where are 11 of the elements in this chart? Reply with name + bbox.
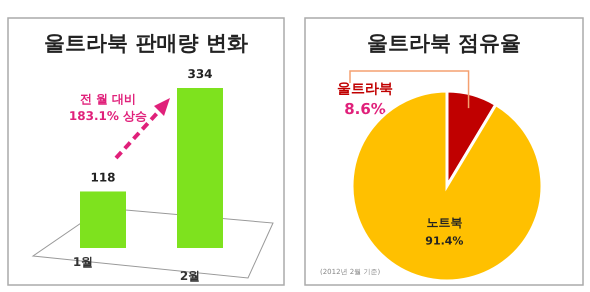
x-tick-label: 2월 bbox=[180, 269, 200, 283]
annotation: 전 월 대비 183.1% 상승 bbox=[68, 92, 148, 123]
chart-title: 울트라북 판매량 변화 bbox=[44, 31, 248, 55]
data-label: 8.6% bbox=[344, 100, 386, 118]
data-label: 118 bbox=[90, 170, 116, 184]
data-label: 334 bbox=[187, 67, 213, 81]
slice-label: 울트라북 bbox=[337, 81, 393, 97]
x-tick-label: 1월 bbox=[72, 255, 94, 269]
data-label: 91.4% bbox=[425, 234, 464, 248]
chart-title: 울트라북 점유율 bbox=[366, 31, 522, 55]
slice-label: 노트북 bbox=[426, 215, 462, 230]
